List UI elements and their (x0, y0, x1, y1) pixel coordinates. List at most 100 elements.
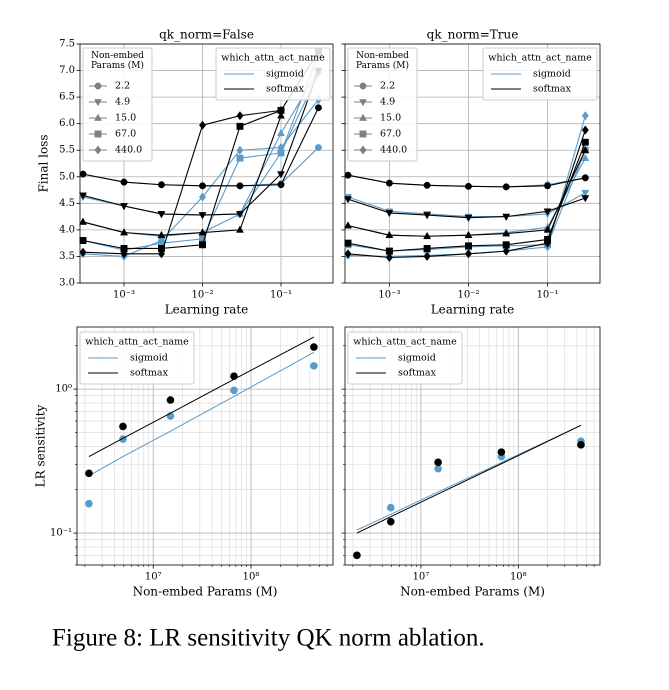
series-line (82, 115, 282, 236)
marker (359, 99, 367, 107)
point (434, 458, 442, 467)
marker (198, 212, 207, 220)
marker (94, 130, 102, 138)
x-tick-label: 10⁻² (457, 290, 479, 301)
marker (199, 241, 206, 249)
legend-label: 440.0 (115, 145, 142, 156)
y-tick-label: 4.0 (59, 224, 75, 235)
point (230, 372, 238, 380)
marker (120, 178, 128, 186)
marker (235, 211, 244, 219)
y-tick-label: 6.5 (59, 92, 75, 103)
marker (79, 192, 87, 200)
marker (423, 245, 431, 252)
point (577, 441, 585, 449)
marker (158, 181, 165, 189)
legend-label: 2.2 (115, 81, 130, 92)
y-tick-label: 3.0 (59, 278, 75, 289)
marker (543, 225, 552, 233)
marker (581, 174, 589, 182)
point (230, 386, 238, 395)
marker (344, 249, 352, 259)
y-tick-label: 5.5 (59, 145, 75, 156)
marker (581, 189, 590, 198)
x-axis-label: Learning rate (165, 303, 249, 317)
point (85, 499, 93, 508)
marker (385, 252, 393, 263)
point (434, 464, 442, 473)
legend-label: sigmoid (398, 353, 436, 364)
chart-title: qk_norm=False (159, 28, 254, 42)
x-tick-label: 10⁻¹ (537, 290, 559, 301)
marker (277, 105, 285, 115)
legend-title-box: Non-embed Params (M) (91, 51, 144, 71)
legend-frame (347, 331, 463, 385)
legend-title: which_attn_act_name (353, 337, 457, 348)
marker (385, 230, 394, 239)
legend-title: which_attn_act_name (221, 53, 325, 64)
marker (157, 211, 166, 219)
point (353, 551, 361, 560)
plot-frame (79, 43, 334, 284)
marker (464, 214, 473, 223)
marker (157, 235, 165, 246)
marker (235, 225, 244, 233)
chart-title: qk_norm=True (427, 28, 519, 42)
marker (359, 130, 367, 138)
legend-label: softmax (398, 368, 437, 379)
marker (277, 111, 285, 119)
legend-frame (482, 47, 598, 101)
y-tick-label: 5.0 (59, 171, 75, 182)
marker (359, 113, 367, 121)
legend-frame (215, 47, 331, 101)
legend-label: 2.2 (380, 81, 395, 92)
x-axis-label: Learning rate (431, 303, 515, 317)
marker (79, 237, 87, 244)
legend-label: softmax (533, 84, 572, 95)
marker (502, 213, 511, 221)
y-axis-label: Final loss (37, 134, 51, 192)
marker (120, 228, 128, 236)
legend-label: 4.9 (380, 97, 395, 108)
legend-label: 4.9 (115, 97, 130, 108)
marker (344, 171, 352, 179)
point (497, 448, 506, 456)
marker (543, 208, 552, 216)
marker (199, 182, 206, 190)
x-tick-label: 10⁻³ (378, 290, 400, 301)
marker (277, 171, 285, 179)
marker (236, 182, 244, 190)
legend-label: 67.0 (115, 129, 136, 140)
marker (198, 228, 207, 236)
marker (79, 170, 87, 178)
marker (120, 249, 128, 259)
y-tick-label: 6.0 (59, 118, 75, 129)
marker (120, 203, 128, 211)
marker (581, 138, 589, 146)
marker (581, 195, 590, 203)
marker (581, 111, 589, 121)
marker (236, 154, 244, 162)
marker (157, 249, 165, 259)
y-tick-label: 10⁰ (55, 384, 72, 395)
y-tick-label: 10⁻¹ (50, 528, 72, 539)
marker (544, 238, 552, 248)
marker (502, 246, 510, 256)
marker (423, 181, 431, 189)
y-tick-label: 7.0 (59, 65, 75, 76)
x-tick-label: 10⁻² (191, 290, 213, 301)
marker (314, 104, 322, 112)
legend-label: sigmoid (130, 353, 168, 364)
marker (359, 82, 367, 90)
marker (385, 210, 394, 218)
marker (94, 145, 102, 155)
fit-line (88, 336, 315, 457)
marker (359, 145, 367, 155)
caption: Figure 8: LR sensitivity QK norm ablatio… (52, 625, 485, 652)
marker (423, 212, 432, 220)
plot-frame (344, 43, 601, 284)
legend-title: which_attn_act_name (488, 53, 592, 64)
x-tick-label: 10⁷ (145, 572, 162, 583)
marker (157, 230, 166, 239)
